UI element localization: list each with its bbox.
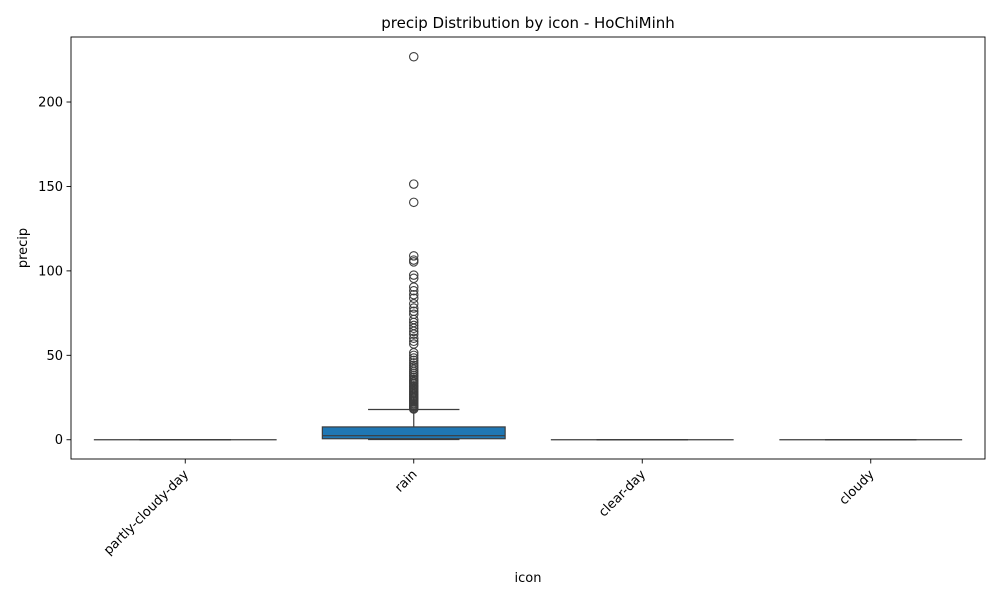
y-axis-label: precip: [16, 228, 31, 268]
outlier-point: [408, 255, 419, 265]
plot-area: [93, 52, 963, 441]
chart-title: precip Distribution by icon - HoChiMinh: [381, 14, 675, 32]
x-tick-label: rain: [392, 467, 420, 495]
outlier-point: [408, 320, 419, 331]
outlier-point: [408, 251, 419, 261]
y-tick-label: 50: [46, 349, 63, 364]
outlier-point: [408, 336, 419, 347]
outlier-point: [408, 353, 419, 363]
outlier-point: [408, 197, 419, 208]
y-tick-label: 200: [38, 96, 63, 111]
outlier-point: [408, 273, 419, 284]
outlier-point: [408, 333, 419, 344]
x-axis-label: icon: [515, 571, 542, 586]
box-rain: [321, 52, 506, 441]
outlier-point: [408, 289, 419, 300]
y-tick-label: 100: [38, 264, 63, 279]
outlier-point: [408, 309, 419, 320]
y-axis: 0 50 100 150 200: [38, 96, 71, 448]
outlier-point: [408, 306, 419, 316]
outlier-point: [408, 179, 419, 189]
x-tick-label: clear-day: [596, 467, 649, 520]
outlier-point: [408, 52, 419, 62]
outlier-point: [408, 270, 419, 280]
x-tick-label: cloudy: [837, 467, 878, 508]
outlier-point: [408, 358, 419, 368]
outlier-point: [408, 293, 419, 303]
outlier-point: [408, 355, 419, 366]
outlier-point: [408, 339, 419, 349]
plot-frame: [70, 36, 986, 460]
box-body: [321, 426, 506, 440]
outlier-point: [408, 303, 419, 313]
y-tick-label: 0: [55, 433, 63, 448]
outlier-point: [408, 350, 419, 361]
y-tick-label: 150: [38, 180, 63, 195]
outlier-point: [408, 299, 419, 309]
x-axis: partly-cloudy-day rain clear-day cloudy: [101, 459, 878, 558]
outlier-point: [408, 286, 419, 296]
x-tick-label: partly-cloudy-day: [101, 467, 192, 558]
outlier-point: [408, 360, 419, 371]
